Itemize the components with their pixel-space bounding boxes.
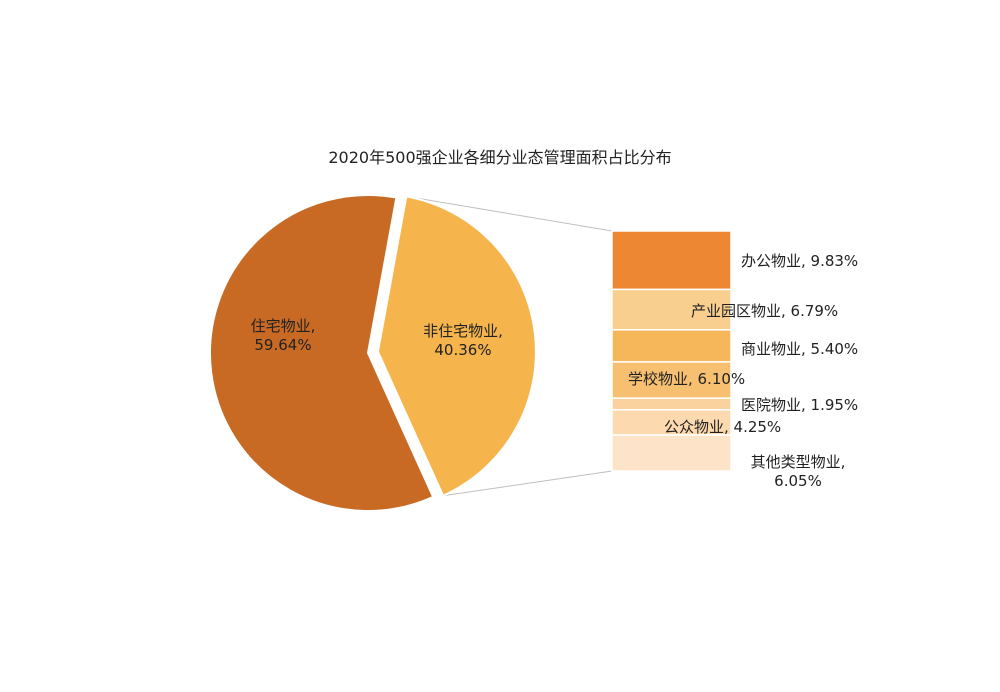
chart-title: 2020年500强企业各细分业态管理面积占比分布: [328, 148, 671, 167]
pie-label-main: 住宅物业, 59.64%: [251, 317, 316, 354]
bar-label-5: 医院物业, 1.95%: [741, 396, 858, 414]
bar-segment-3: [611, 329, 732, 363]
pie-slice-main: [209, 194, 435, 512]
pie-slice-exploded: [376, 195, 537, 498]
connector-top: [406, 195, 613, 232]
bar-segment-5: [611, 397, 732, 411]
bar-segment-1: [611, 230, 732, 291]
bar-labels: 办公物业, 9.83% 产业园区物业, 6.79% 商业物业, 5.40% 学校物业,…: [628, 252, 858, 490]
bar-label-4: 学校物业, 6.10%: [628, 370, 745, 388]
pie-labels: 住宅物业, 59.64% 非住宅物业, 40.36%: [251, 317, 503, 359]
connector-lines: [406, 195, 613, 497]
bar-segment-7: [611, 434, 732, 472]
bar-label-3: 商业物业, 5.40%: [741, 340, 858, 358]
pie: [209, 194, 537, 512]
pie-label-exploded: 非住宅物业, 40.36%: [423, 322, 503, 359]
bar-label-7: 其他类型物业, 6.05%: [751, 453, 846, 490]
connector-bottom: [443, 470, 613, 497]
bar-label-6: 公众物业, 4.25%: [664, 418, 781, 436]
bar-label-1: 办公物业, 9.83%: [741, 252, 858, 270]
bar-segment-2: [611, 288, 732, 331]
bar-label-2: 产业园区物业, 6.79%: [691, 302, 838, 320]
breakdown-bar: [611, 230, 732, 472]
